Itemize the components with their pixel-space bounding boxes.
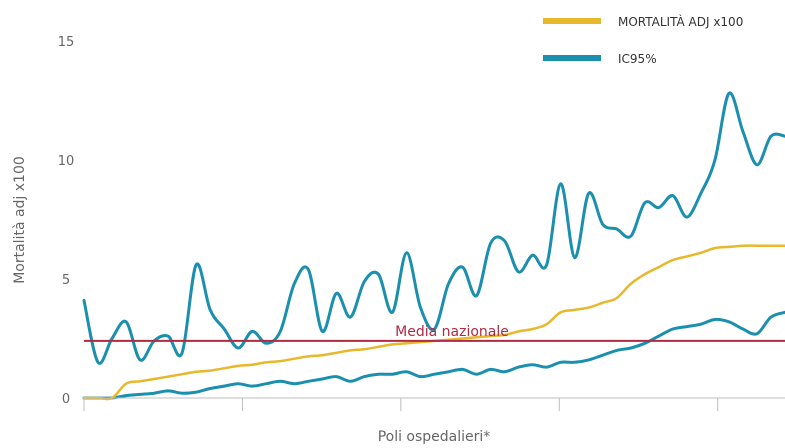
x-axis-title: Poli ospedalieri* — [378, 429, 491, 445]
legend-label-mortality: MORTALITÀ ADJ x100 — [618, 14, 743, 29]
y-axis-title: Mortalità adj x100 — [12, 156, 28, 284]
series-line-ci-upper — [82, 91, 785, 365]
y-tick-label: 5 — [62, 273, 70, 288]
series-line-ci-lower — [82, 310, 785, 400]
y-tick-label: 15 — [58, 35, 75, 50]
legend-label-ci: IC95% — [618, 52, 657, 66]
y-tick-label: 10 — [58, 154, 75, 169]
reference-line-label: Media nazionale — [395, 324, 509, 340]
legend: MORTALITÀ ADJ x100 IC95% — [543, 14, 743, 66]
series-line-mortality — [82, 244, 785, 401]
y-axis-ticks: 0 5 10 15 — [58, 35, 75, 407]
y-tick-label: 0 — [62, 392, 70, 407]
plot-area — [82, 91, 785, 401]
x-axis-ticks — [83, 398, 719, 411]
